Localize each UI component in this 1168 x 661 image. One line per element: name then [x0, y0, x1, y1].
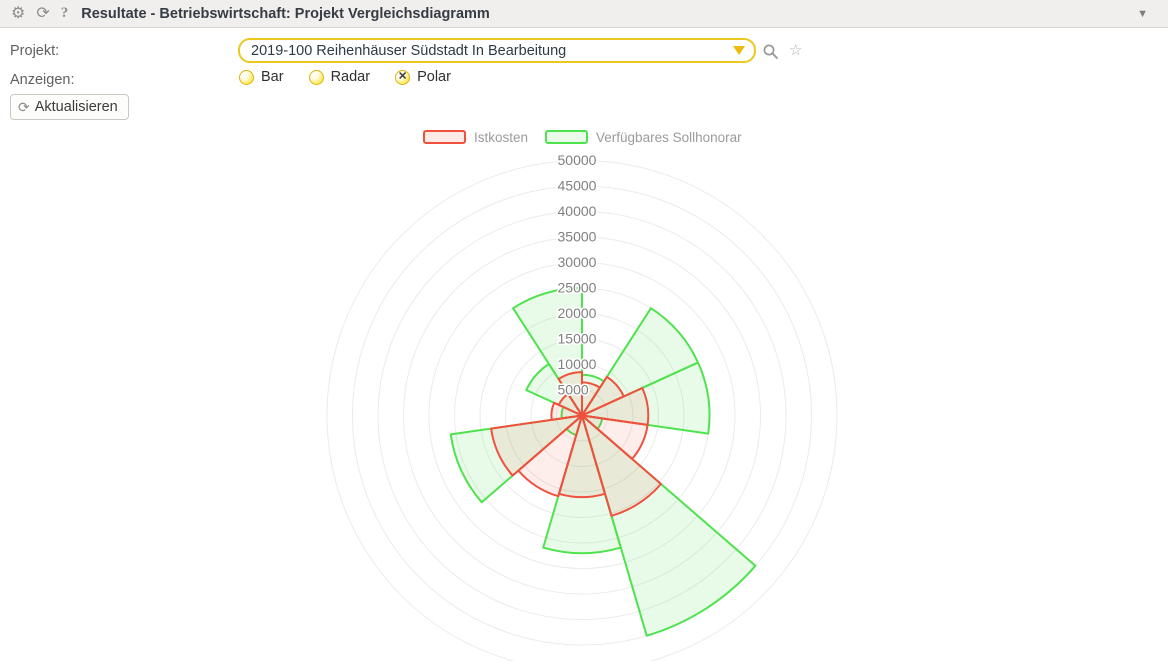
- radial-axis-tick: 40000: [558, 203, 597, 219]
- radio-circle-radar[interactable]: [308, 69, 324, 85]
- radio-label-bar: Bar: [261, 69, 284, 85]
- search-icon[interactable]: [762, 43, 780, 66]
- collapse-panel-icon[interactable]: ▼: [1137, 7, 1148, 20]
- projekt-combobox[interactable]: 2019-100 Reihenhäuser Südstadt In Bearbe…: [238, 38, 756, 63]
- radial-axis-tick: 5000: [558, 382, 589, 398]
- radio-circle-bar[interactable]: [239, 69, 254, 85]
- legend-label-istkosten[interactable]: Istkosten: [474, 129, 529, 145]
- aktualisieren-button[interactable]: ⟳ Aktualisieren: [10, 94, 129, 120]
- radio-label-radar: Radar: [330, 69, 371, 85]
- radial-axis-tick: 15000: [558, 331, 597, 347]
- page-title: Resultate - Betriebswirtschaft: Projekt …: [81, 5, 490, 22]
- window-header: ⚙ ⟳ ? Resultate - Betriebswirtschaft: Pr…: [0, 0, 1168, 28]
- anzeigen-label: Anzeigen:: [10, 72, 75, 88]
- radio-radar[interactable]: Radar: [308, 69, 371, 85]
- refresh-icon: ⟳: [18, 99, 30, 115]
- combobox-dropdown-icon[interactable]: [733, 46, 745, 55]
- legend-swatch-sollhonorar[interactable]: [545, 130, 589, 144]
- aktualisieren-button-label: Aktualisieren: [34, 99, 118, 115]
- help-icon[interactable]: ?: [60, 5, 69, 21]
- settings-icon[interactable]: ⚙: [11, 4, 26, 22]
- radio-polar[interactable]: ✕ Polar: [395, 69, 451, 85]
- projekt-label: Projekt:: [10, 43, 60, 59]
- radio-circle-polar[interactable]: ✕: [395, 69, 411, 85]
- display-mode-radios: Bar Radar ✕ Polar: [239, 69, 476, 85]
- radio-label-polar: Polar: [417, 69, 451, 85]
- legend-swatch-istkosten[interactable]: [423, 130, 466, 144]
- radio-checked-mark: ✕: [397, 70, 408, 82]
- radial-axis-tick: 25000: [558, 280, 597, 296]
- radio-bar[interactable]: Bar: [239, 69, 284, 85]
- legend-label-sollhonorar[interactable]: Verfügbares Sollhonorar: [596, 129, 742, 145]
- refresh-icon[interactable]: ⟳: [36, 4, 50, 22]
- radial-axis-tick: 20000: [558, 305, 597, 321]
- projekt-combobox-value: 2019-100 Reihenhäuser Südstadt In Bearbe…: [251, 42, 567, 59]
- radial-axis-tick: 30000: [558, 254, 597, 270]
- radial-axis-tick: 45000: [558, 178, 597, 194]
- radial-axis-tick: 50000: [558, 152, 597, 168]
- radial-axis-tick: 35000: [558, 229, 597, 245]
- favorite-star-icon[interactable]: ☆: [789, 42, 803, 59]
- chart-legend: Istkosten Verfügbares Sollhonorar: [423, 128, 759, 146]
- radial-axis-tick: 10000: [558, 356, 597, 372]
